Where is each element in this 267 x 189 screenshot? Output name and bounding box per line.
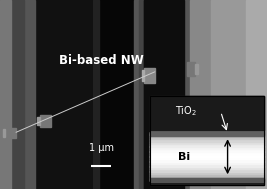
- Bar: [0, 0, 24, 189]
- Bar: [150, 169, 264, 172]
- Bar: [150, 164, 264, 167]
- Bar: [150, 166, 264, 169]
- Bar: [150, 174, 264, 177]
- Bar: [150, 176, 264, 179]
- Bar: [37, 117, 40, 125]
- Bar: [134, 0, 267, 189]
- Bar: [246, 0, 267, 189]
- Bar: [144, 68, 155, 83]
- Bar: [150, 156, 264, 159]
- Bar: [3, 129, 5, 137]
- Bar: [150, 96, 264, 185]
- Bar: [35, 0, 93, 189]
- Bar: [150, 139, 264, 142]
- Bar: [184, 0, 190, 189]
- Bar: [187, 62, 195, 76]
- Bar: [144, 0, 184, 189]
- Bar: [150, 171, 264, 174]
- Text: 1 μm: 1 μm: [89, 143, 114, 153]
- Bar: [150, 144, 264, 147]
- Bar: [150, 132, 264, 135]
- Bar: [150, 146, 264, 149]
- Bar: [150, 96, 264, 185]
- Bar: [150, 178, 264, 181]
- Bar: [150, 151, 264, 154]
- Bar: [150, 132, 264, 136]
- Bar: [150, 159, 264, 162]
- Bar: [150, 149, 264, 152]
- Bar: [0, 0, 11, 189]
- Bar: [190, 0, 211, 189]
- Bar: [150, 179, 264, 181]
- Bar: [150, 154, 264, 157]
- Bar: [150, 137, 264, 139]
- Bar: [144, 0, 184, 189]
- Text: TiO$_2$: TiO$_2$: [175, 105, 197, 119]
- Bar: [211, 0, 267, 189]
- Bar: [195, 64, 198, 74]
- Bar: [93, 0, 99, 189]
- Bar: [150, 179, 264, 181]
- Bar: [5, 128, 16, 138]
- Bar: [40, 115, 51, 127]
- Text: Bi-based NW: Bi-based NW: [59, 54, 144, 67]
- Bar: [0, 0, 35, 189]
- Bar: [150, 134, 264, 137]
- Bar: [150, 132, 264, 181]
- Bar: [142, 70, 144, 81]
- Bar: [150, 96, 264, 130]
- Bar: [150, 132, 264, 135]
- Bar: [150, 161, 264, 164]
- Bar: [93, 0, 134, 189]
- Bar: [150, 142, 264, 144]
- Bar: [139, 0, 267, 189]
- Text: Bi: Bi: [178, 152, 190, 162]
